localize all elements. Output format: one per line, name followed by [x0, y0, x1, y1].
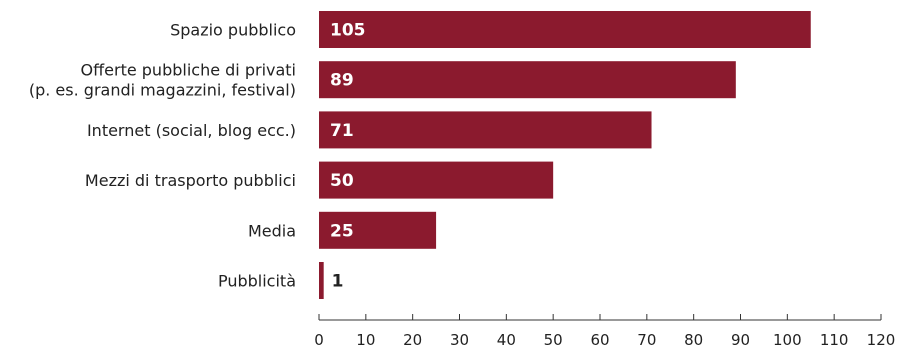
x-tick-label: 50: [544, 331, 563, 349]
category-labels-group: Spazio pubblico Offerte pubbliche di priv…: [29, 21, 296, 291]
category-label: Mezzi di trasporto pubblici: [85, 171, 296, 190]
category-label: Spazio pubblico: [170, 21, 296, 40]
category-label: (p. es. grandi magazzini, festival): [29, 81, 296, 100]
category-label: Media: [248, 221, 296, 240]
bar: [319, 262, 324, 299]
x-tick-label: 110: [820, 331, 849, 349]
bar-value-label: 25: [330, 221, 354, 241]
x-tick-label: 40: [497, 331, 516, 349]
bar-value-label: 105: [330, 21, 366, 41]
bar: [319, 11, 811, 48]
bar: [319, 211, 437, 249]
bars-group: [319, 11, 811, 299]
category-label: Internet (social, blog ecc.): [87, 121, 296, 140]
x-tick-label: 90: [731, 331, 750, 349]
bar: [319, 61, 736, 99]
x-tick-label: 100: [773, 331, 802, 349]
bar: [319, 111, 652, 149]
x-tick-label: 70: [637, 331, 656, 349]
category-label: Pubblicità: [218, 272, 296, 291]
x-tick-label: 30: [450, 331, 469, 349]
x-tick-label: 120: [867, 331, 896, 349]
value-labels-group: 105 89 71 50 25 1: [330, 21, 366, 292]
x-tick-label: 20: [403, 331, 422, 349]
x-axis: 0 10 20 30 40 50 60 70 80 90 100 110 120: [314, 314, 895, 349]
x-tick-label: 80: [684, 331, 703, 349]
bar-value-label: 50: [330, 171, 354, 191]
bar-value-label: 89: [330, 71, 354, 91]
bar-value-label: 1: [332, 272, 344, 292]
x-tick-label: 10: [356, 331, 375, 349]
x-tick-label: 60: [590, 331, 609, 349]
bar: [319, 161, 554, 199]
bar-value-label: 71: [330, 121, 354, 141]
x-tick-label: 0: [314, 331, 324, 349]
category-label: Offerte pubbliche di privati: [81, 61, 296, 80]
